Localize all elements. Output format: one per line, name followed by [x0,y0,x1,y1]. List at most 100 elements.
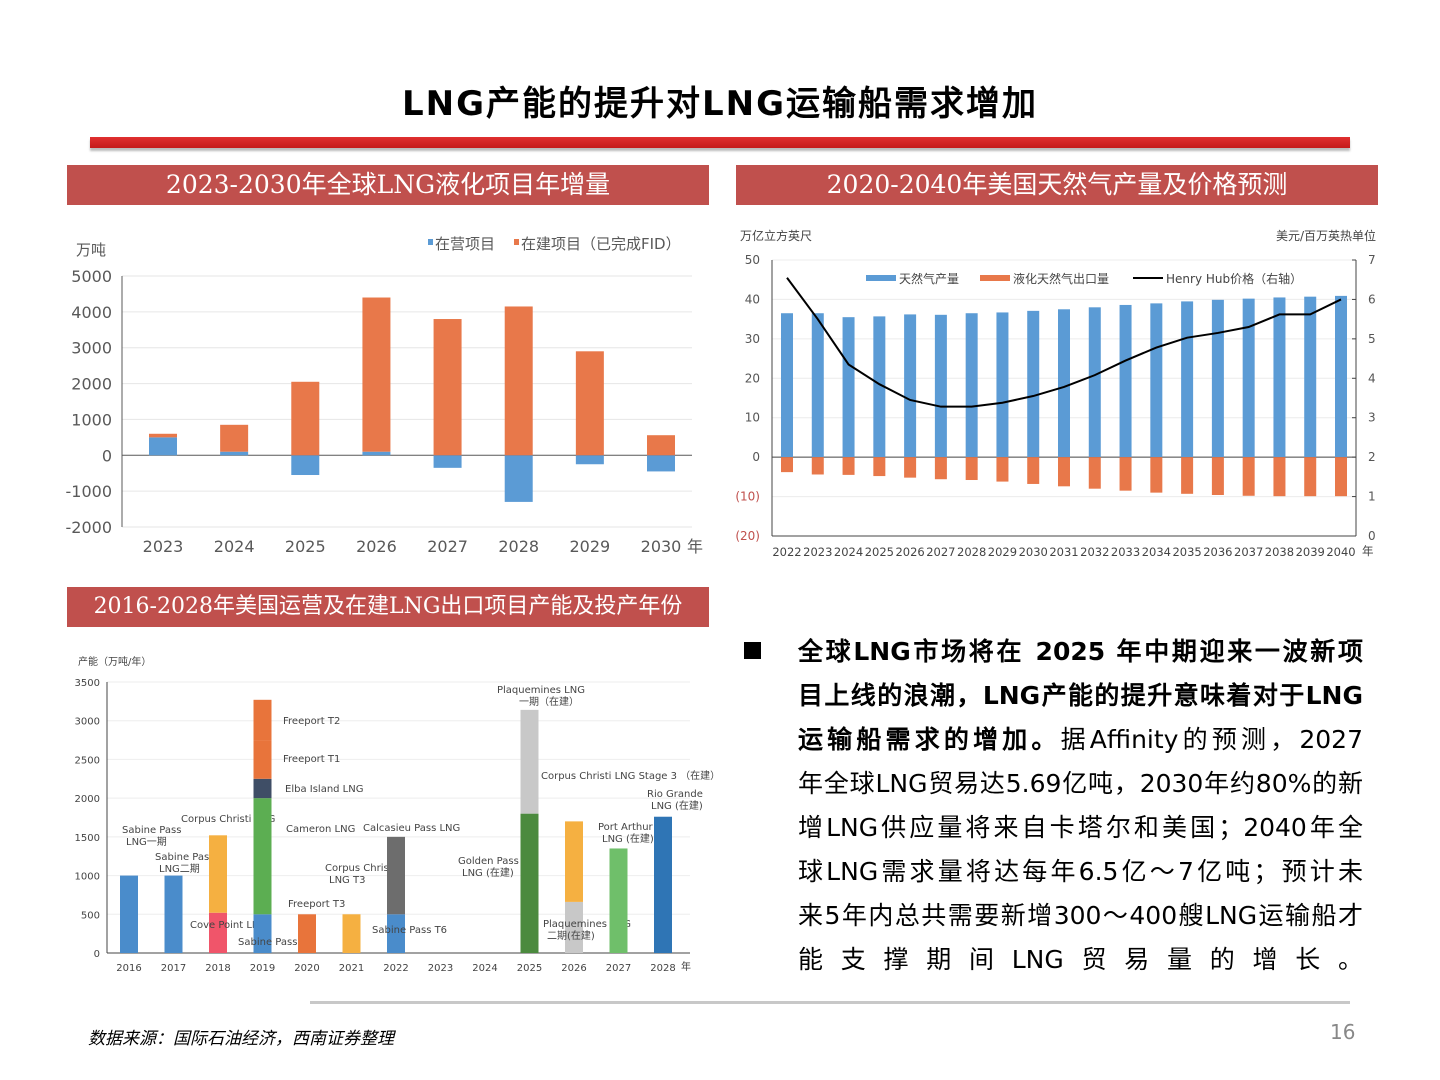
chart2-bar-production [1335,295,1347,458]
chart2-bar-production [1150,303,1163,458]
panel-title-us-gas-forecast: 2020-2040年美国天然气产量及价格预测 [736,165,1378,205]
chart1-xtick-label: 2028 [498,537,539,556]
chart3-project-label: Golden Pass LNG (在建) [458,856,519,879]
chart2-bar-lng-export [781,457,793,473]
chart2-bar-lng-export [1304,457,1317,497]
chart2-bar-production [1211,299,1224,458]
chart1-bar-operating [362,451,391,456]
panel-title-lng-liquefaction: 2023-2030年全球LNG液化项目年增量 [67,165,709,205]
chart1-xtick-label: 2027 [427,537,468,556]
chart2-x-suffix: 年 [1362,544,1374,558]
chart3-project-label: Freeport T3 [288,899,345,910]
chart2-bar-production [811,313,824,458]
chart3-bar-segment [342,914,361,953]
chart3-bar-segment [520,709,539,814]
chart3-bar-segment [565,821,583,902]
chart2-bar-production [904,314,917,458]
chart3-ytick-label: 1000 [75,872,100,883]
chart3-project-label: Sabine Pass LNG二期 [155,852,214,875]
chart1-bar-under-construction [149,433,177,438]
paragraph-line: 能支撑期间LNG贸易量的增长。 [798,945,1363,974]
chart2-xtick-label: 2024 [834,545,863,559]
chart3-bar-segment [654,816,672,953]
title-divider-bar [90,137,1350,148]
chart2-xtick-label: 2038 [1265,545,1294,559]
chart3-bar-segment [520,813,539,953]
chart3-xtick-label: 2024 [472,963,497,974]
chart2-xtick-label: 2028 [957,545,986,559]
chart1-bar-operating [220,451,249,456]
paragraph-line: 年全球LNG贸易达5.69亿吨，2030年约80%的新 [798,769,1363,798]
chart2-bar-lng-export [1211,457,1224,495]
chart2-left-tick-label: 10 [745,411,760,425]
chart3-bar-segment [253,914,272,953]
chart2-bar-production [1181,301,1194,458]
chart3-xtick-label: 2023 [428,963,453,974]
chart2-bar-lng-export [934,457,947,480]
chart3-xtick-label: 2020 [294,963,319,974]
chart2-right-tick-label: 7 [1368,253,1376,267]
chart3-ytick-label: 3500 [75,678,100,689]
chart3-xtick-label: 2018 [205,963,230,974]
chart1-unit-label: 万吨 [76,241,106,259]
chart1-bar-operating [149,437,177,456]
chart2-xtick-label: 2039 [1296,545,1325,559]
chart1-bar-under-construction [575,351,604,456]
chart3-bar-segment [253,798,272,915]
chart3-xtick-label: 2019 [250,963,275,974]
chart2-bar-lng-export [1027,457,1040,484]
chart1-x-suffix: 年 [687,537,703,556]
chart1-legend-label: 在建项目（已完成FID） [521,235,681,253]
chart2-legend-swatch-production [866,275,896,281]
paragraph-line: 运输船需求的增加。据Affinity的预测，2027 [798,725,1363,754]
chart2-bar-production [965,313,978,458]
chart3-bar-segment [120,875,138,953]
chart3-bar-segment [609,848,628,953]
chart2-bar-lng-export [1150,457,1163,493]
chart2-right-tick-label: 4 [1368,371,1376,385]
chart3-ytick-label: 2500 [75,755,100,766]
chart1-bar-under-construction [220,424,249,452]
chart3-ytick-label: 1500 [75,833,100,844]
chart1-ytick-label: 0 [102,446,112,465]
chart3-xtick-label: 2026 [561,963,586,974]
chart1-ytick-label: 3000 [71,339,112,358]
chart3-unit-label: 产能（万吨/年） [78,655,151,668]
chart2-bar-production [1027,310,1040,458]
chart3-x-suffix: 年 [681,960,691,973]
chart2-bar-lng-export [1119,457,1132,491]
chart2-bar-production [1119,304,1132,458]
paragraph-line: 目上线的浪潮，LNG产能的提升意味着对于LNG [798,681,1363,710]
chart3-bar-segment [387,914,405,953]
chart2-bar-production [1058,309,1070,458]
paragraph-line: 全球LNG市场将在 2025 年中期迎来一波新项 [798,637,1363,666]
chart3-project-label: Elba Island LNG [285,784,363,795]
chart2-left-tick-label: 30 [745,332,760,346]
chart2-legend-swatch-export [980,275,1010,281]
chart1-bar-operating [504,455,533,502]
chart3-bar-segment [209,835,227,913]
chart2-legend-label: Henry Hub价格（右轴） [1166,271,1302,286]
chart3-bar-segment [253,778,272,799]
summary-paragraph: 全球LNG市场将在 2025 年中期迎来一波新项 目上线的浪潮，LNG产能的提升意… [798,630,1363,982]
chart2-bar-lng-export [1242,457,1255,496]
chart3-xtick-label: 2016 [116,963,141,974]
chart1-legend-swatch [514,239,519,245]
chart3-project-label: Corpus Christi LNG T3 [325,863,395,886]
chart3-bar-segment [253,740,272,779]
chart3-xtick-label: 2028 [650,963,675,974]
chart2-bar-lng-export [842,457,855,475]
chart2-right-tick-label: 6 [1368,292,1376,306]
paragraph-line: 球LNG需求量将达每年6.5亿～7亿吨；预计未 [798,857,1363,886]
chart3-ytick-label: 0 [94,949,100,960]
slide-title: LNG产能的提升对LNG运输船需求增加 [401,84,1039,124]
chart1-bar-under-construction [433,319,462,456]
chart2-bar-production [873,316,886,458]
chart3-project-label: Corpus Christi LNG [181,814,275,825]
chart2-xtick-label: 2035 [1172,545,1201,559]
chart2-bar-lng-export [996,457,1009,482]
chart3-xtick-label: 2025 [517,963,542,974]
chart3-project-label: Sabine Pass T5 [238,937,313,948]
chart3-xtick-label: 2022 [383,963,408,974]
